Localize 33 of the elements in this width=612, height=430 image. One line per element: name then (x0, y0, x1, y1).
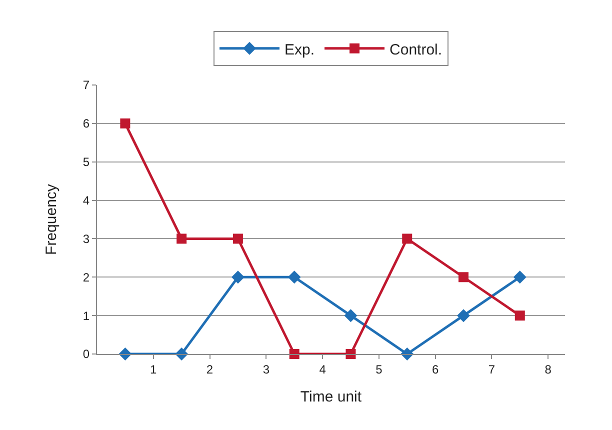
point (346, 349, 356, 359)
point (176, 234, 187, 244)
point (231, 270, 244, 284)
point (289, 349, 300, 359)
point (457, 309, 470, 322)
point (402, 234, 412, 244)
x-tick-label: 8 (544, 362, 552, 376)
y-tick-label: 4 (82, 193, 90, 208)
x-tick-label: 4 (319, 362, 326, 376)
y-tick-label: 5 (82, 155, 90, 170)
point (232, 234, 243, 244)
y-tick-label: 0 (82, 347, 90, 362)
y-tick-label: 7 (82, 78, 90, 92)
point (120, 118, 130, 128)
x-tick-label: 7 (488, 362, 496, 376)
legend-label: Exp. (284, 41, 315, 58)
y-tick-label: 3 (82, 232, 90, 246)
point (344, 309, 358, 322)
x-axis-title: Time unit (300, 388, 362, 406)
x-tick-label: 3 (262, 362, 270, 376)
x-tick-label: 5 (376, 362, 383, 376)
x-tick-label: 1 (150, 362, 158, 376)
x-tick-label: 6 (432, 362, 439, 376)
y-tick-label: 6 (82, 116, 90, 131)
point (514, 310, 525, 321)
legend-label: Control. (390, 41, 442, 58)
y-axis-title: Frequency (43, 184, 60, 255)
x-tick-label: 2 (206, 362, 214, 376)
y-tick-label: 2 (82, 270, 90, 284)
y-tick-label: 1 (82, 308, 90, 323)
point (288, 270, 301, 284)
point (513, 270, 526, 284)
point (458, 272, 469, 282)
